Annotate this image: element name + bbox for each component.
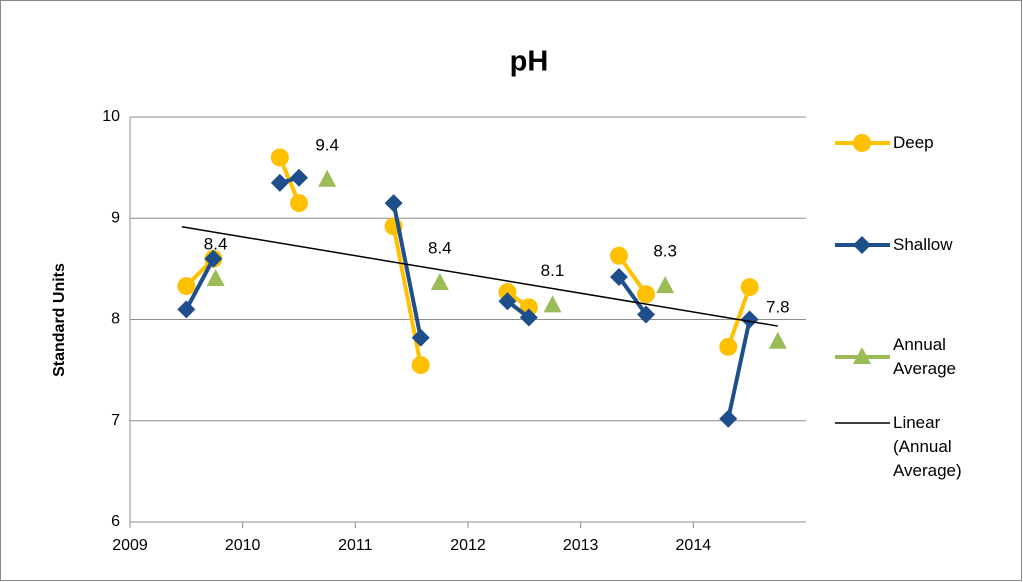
marker xyxy=(430,273,449,291)
marker xyxy=(637,285,656,304)
legend-label: Linear (Annual Average) xyxy=(893,413,962,480)
marker xyxy=(719,409,738,428)
marker xyxy=(177,277,196,296)
marker xyxy=(656,276,675,294)
marker xyxy=(270,148,289,167)
marker xyxy=(637,305,656,324)
data-label: 8.4 xyxy=(204,234,228,253)
data-label: 7.8 xyxy=(766,297,790,316)
chart-title: pH xyxy=(510,46,549,78)
marker xyxy=(609,267,628,286)
marker xyxy=(290,168,308,187)
y-axis-label: Standard Units xyxy=(51,263,68,377)
legend-marker xyxy=(853,134,871,152)
y-tick-label: 8 xyxy=(111,311,120,328)
data-label: 8.4 xyxy=(428,239,452,258)
marker xyxy=(318,169,337,187)
y-tick-label: 9 xyxy=(111,209,120,226)
marker xyxy=(270,173,289,192)
trendline xyxy=(181,226,778,327)
marker xyxy=(384,194,403,213)
marker xyxy=(719,337,738,356)
x-tick-label: 2012 xyxy=(450,537,486,554)
marker xyxy=(206,269,225,286)
series-line xyxy=(184,175,752,420)
data-label: 8.1 xyxy=(541,261,565,280)
marker xyxy=(498,292,517,311)
data-label: 8.3 xyxy=(653,242,677,261)
x-tick-label: 2010 xyxy=(225,537,261,554)
y-tick-label: 10 xyxy=(102,108,120,125)
y-tick-label: 6 xyxy=(111,513,120,530)
x-tick-label: 2009 xyxy=(112,537,148,554)
marker xyxy=(498,283,517,302)
data-label: 9.4 xyxy=(315,135,339,154)
marker xyxy=(768,331,787,349)
marker xyxy=(177,300,196,319)
x-tick-label: 2013 xyxy=(563,537,599,554)
marker xyxy=(740,278,759,297)
marker xyxy=(609,246,628,265)
x-tick-label: 2011 xyxy=(338,537,373,554)
legend-marker xyxy=(853,347,871,364)
marker xyxy=(411,328,430,347)
legend-label: Shallow xyxy=(893,235,953,254)
marker xyxy=(204,249,223,268)
legend-label: Annual Average xyxy=(893,335,957,378)
legend-label: Deep xyxy=(893,133,934,152)
marker xyxy=(740,310,759,329)
x-tick-label: 2014 xyxy=(676,537,712,554)
legend-marker xyxy=(853,236,871,254)
marker xyxy=(411,356,430,375)
y-tick-label: 7 xyxy=(111,412,120,429)
marker xyxy=(519,308,538,327)
marker xyxy=(290,194,308,213)
marker xyxy=(543,295,562,313)
